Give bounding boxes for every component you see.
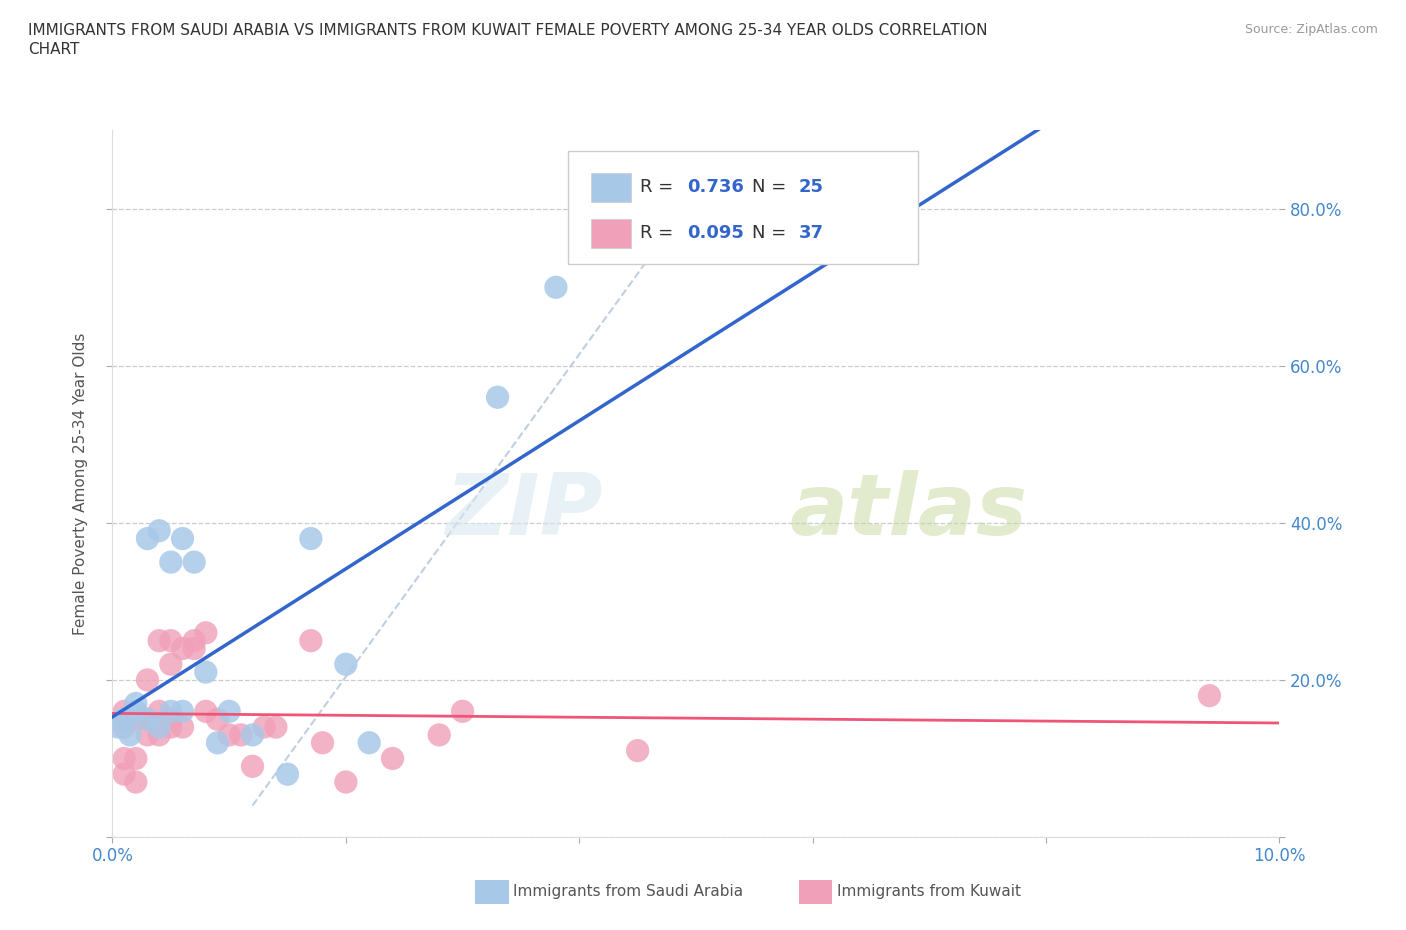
Point xyxy=(242,759,264,774)
Point xyxy=(264,720,287,735)
Point xyxy=(112,711,135,726)
Point xyxy=(160,657,183,671)
Point xyxy=(544,280,567,295)
Y-axis label: Female Poverty Among 25-34 Year Olds: Female Poverty Among 25-34 Year Olds xyxy=(73,332,89,635)
Point xyxy=(125,775,148,790)
Point xyxy=(125,696,148,711)
Point xyxy=(112,704,135,719)
Point xyxy=(160,711,183,726)
Point xyxy=(229,727,252,742)
Point xyxy=(160,720,183,735)
Text: 0.736: 0.736 xyxy=(686,179,744,196)
Point xyxy=(335,657,357,671)
Point xyxy=(381,751,404,766)
Point xyxy=(148,727,170,742)
Point xyxy=(160,554,183,569)
Point xyxy=(112,720,135,735)
Point xyxy=(451,704,474,719)
Point xyxy=(194,704,217,719)
Point xyxy=(148,524,170,538)
Point xyxy=(299,531,322,546)
Text: R =: R = xyxy=(640,179,679,196)
Point xyxy=(148,720,170,735)
Point xyxy=(112,766,135,781)
Point xyxy=(359,736,381,751)
Point xyxy=(172,704,194,719)
Text: atlas: atlas xyxy=(789,471,1028,553)
Point xyxy=(112,751,135,766)
Point xyxy=(242,727,264,742)
Text: Source: ZipAtlas.com: Source: ZipAtlas.com xyxy=(1244,23,1378,36)
Text: 37: 37 xyxy=(799,224,824,243)
Point xyxy=(218,704,240,719)
Point xyxy=(136,711,159,726)
Point xyxy=(136,727,159,742)
Point xyxy=(136,531,159,546)
Point xyxy=(299,633,322,648)
Point xyxy=(194,665,217,680)
Point xyxy=(311,736,333,751)
Point xyxy=(183,554,205,569)
Point xyxy=(172,641,194,656)
Point xyxy=(1198,688,1220,703)
Text: 0.095: 0.095 xyxy=(686,224,744,243)
Point xyxy=(207,736,229,751)
Point xyxy=(148,633,170,648)
Text: CHART: CHART xyxy=(28,42,80,57)
Point xyxy=(160,704,183,719)
Point xyxy=(112,711,135,726)
FancyBboxPatch shape xyxy=(568,152,918,264)
Point xyxy=(160,633,183,648)
Text: ZIP: ZIP xyxy=(444,471,603,553)
Point xyxy=(335,775,357,790)
Point xyxy=(125,704,148,719)
Point xyxy=(486,390,509,405)
Point xyxy=(194,625,217,640)
Point xyxy=(125,751,148,766)
Point xyxy=(125,711,148,726)
Point xyxy=(218,727,240,742)
Point xyxy=(207,711,229,726)
FancyBboxPatch shape xyxy=(591,219,631,248)
Text: R =: R = xyxy=(640,224,679,243)
Text: Immigrants from Saudi Arabia: Immigrants from Saudi Arabia xyxy=(513,884,744,899)
Point xyxy=(276,766,298,781)
FancyBboxPatch shape xyxy=(591,173,631,203)
Text: IMMIGRANTS FROM SAUDI ARABIA VS IMMIGRANTS FROM KUWAIT FEMALE POVERTY AMONG 25-3: IMMIGRANTS FROM SAUDI ARABIA VS IMMIGRAN… xyxy=(28,23,987,38)
Point xyxy=(118,727,141,742)
Point xyxy=(183,641,205,656)
Text: Immigrants from Kuwait: Immigrants from Kuwait xyxy=(837,884,1021,899)
Point xyxy=(136,711,159,726)
Text: N =: N = xyxy=(752,179,792,196)
Point xyxy=(107,720,129,735)
Point xyxy=(136,672,159,687)
Point xyxy=(172,531,194,546)
Point xyxy=(172,720,194,735)
Point xyxy=(148,704,170,719)
Point xyxy=(183,633,205,648)
Text: 25: 25 xyxy=(799,179,824,196)
Text: N =: N = xyxy=(752,224,792,243)
Point xyxy=(427,727,450,742)
Point xyxy=(626,743,648,758)
Point xyxy=(253,720,276,735)
